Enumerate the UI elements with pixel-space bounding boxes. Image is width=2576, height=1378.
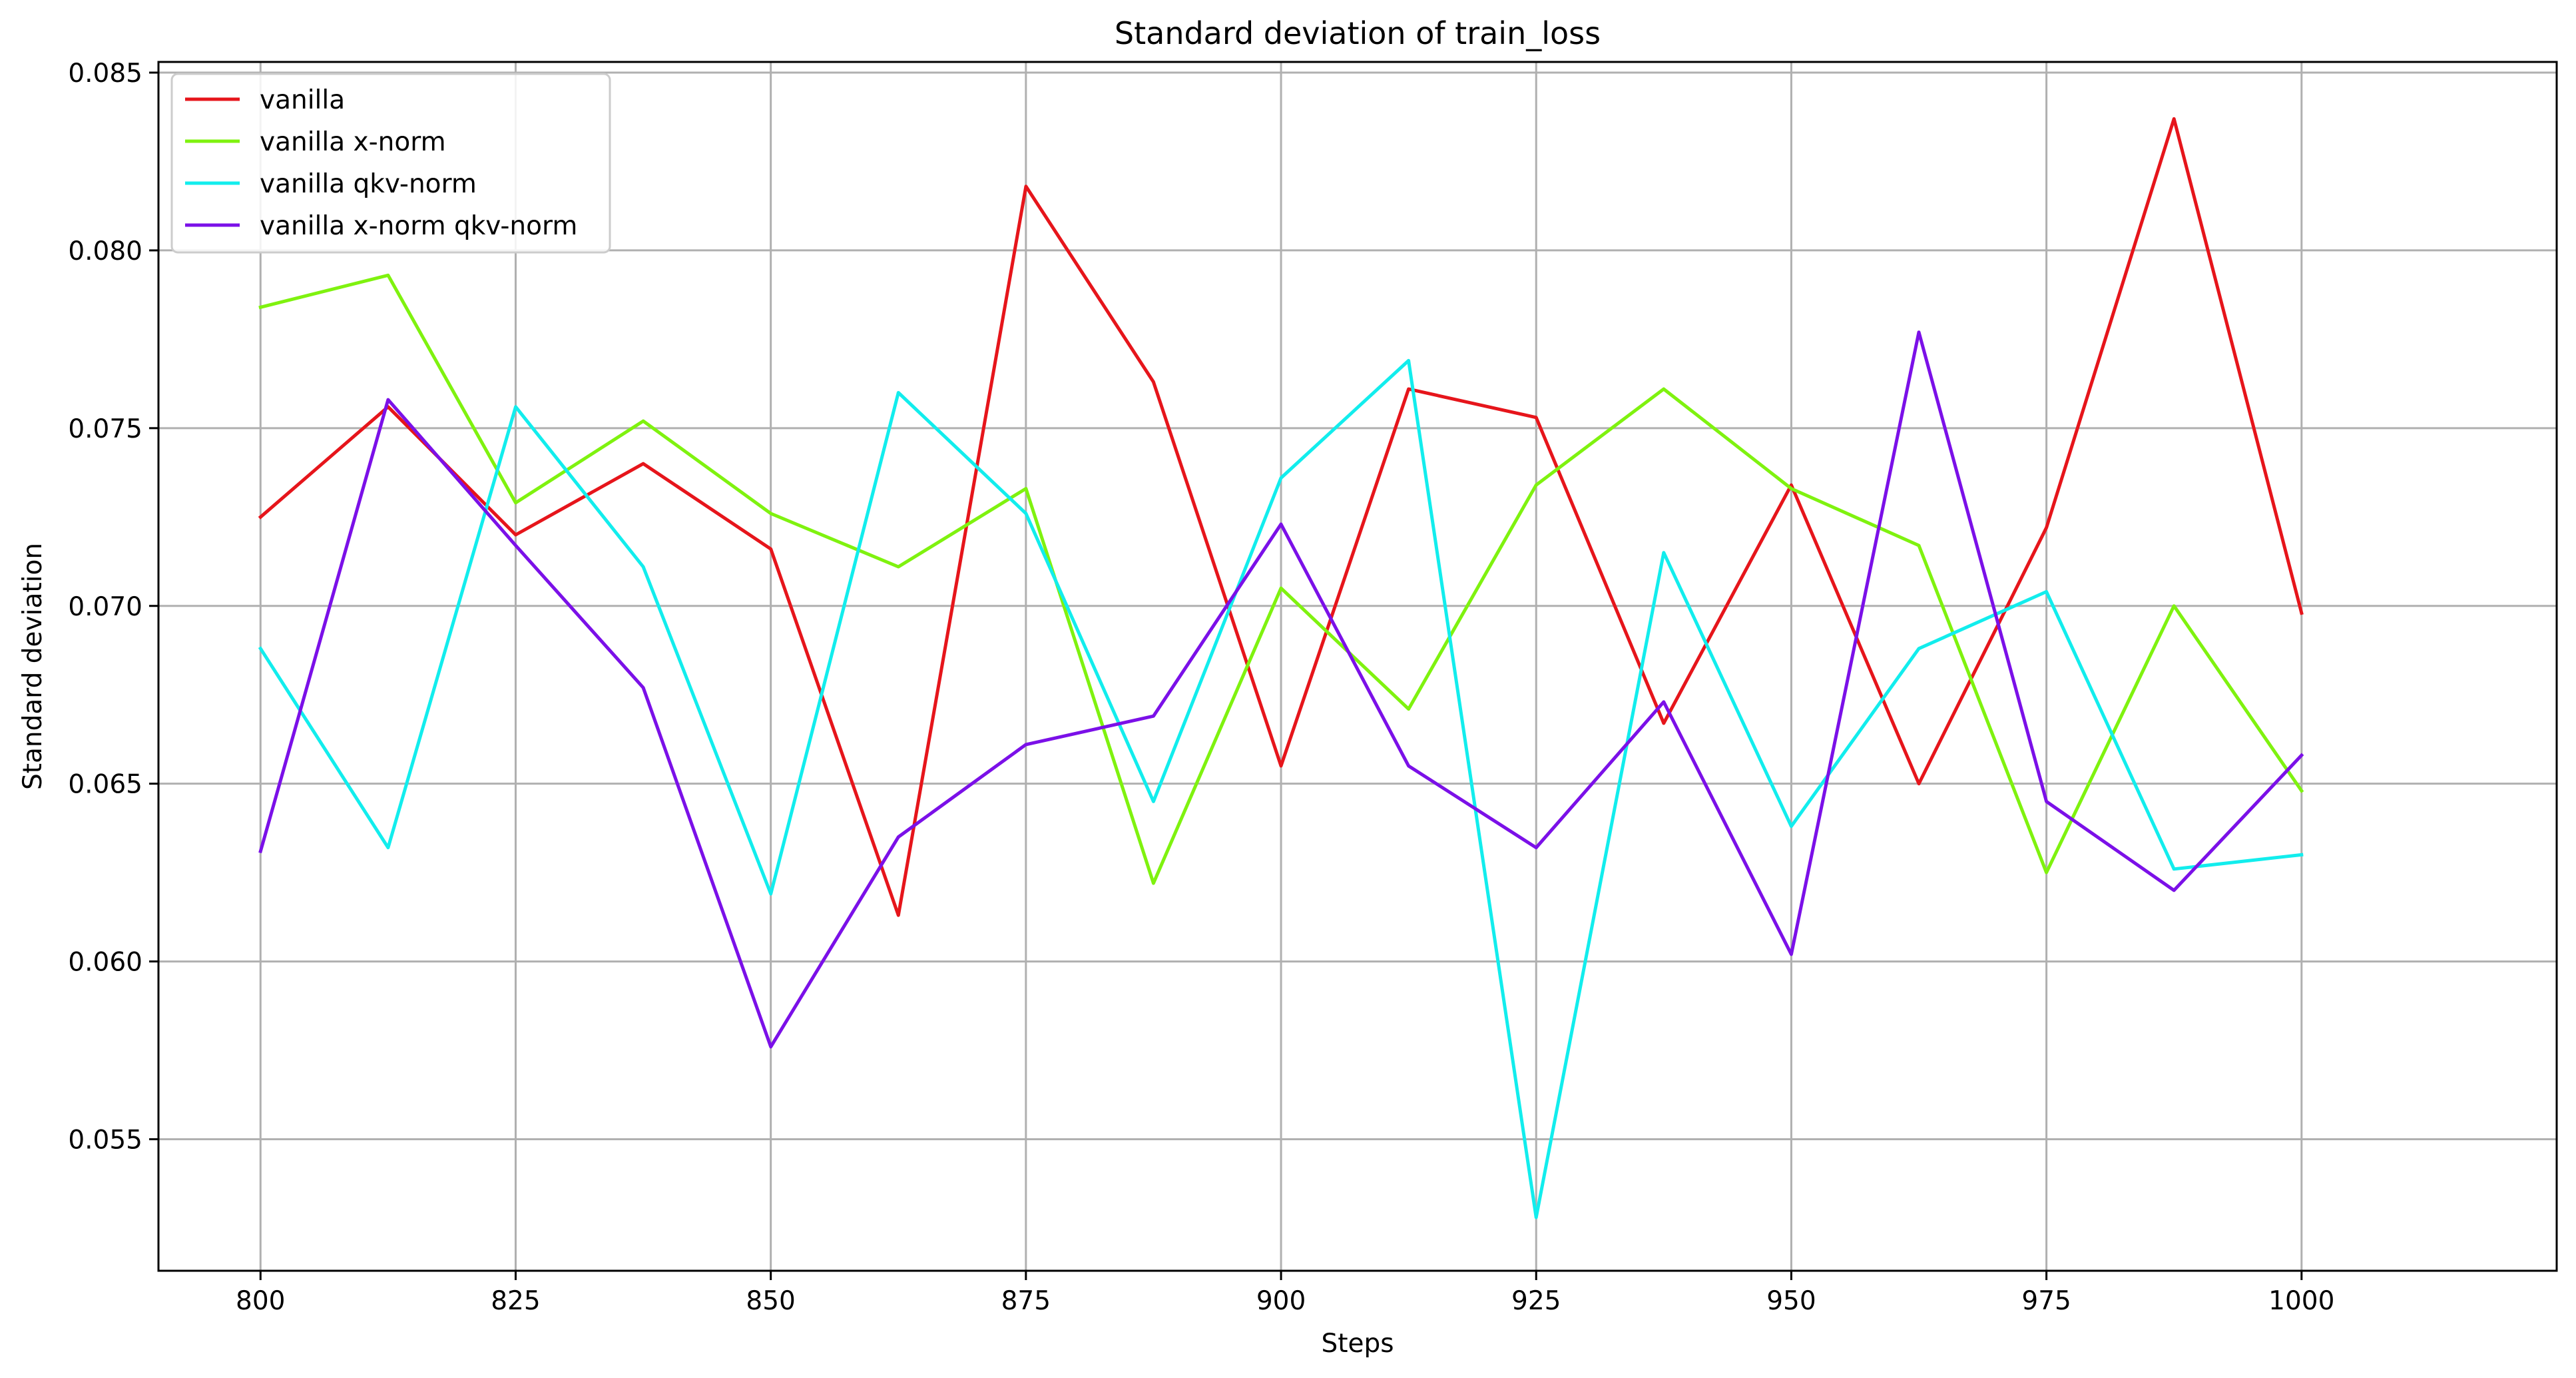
x-tick-label: 950: [1766, 1286, 1816, 1316]
series-line-vanilla-x-norm-qkv-norm: [258, 330, 2304, 1049]
legend-label: vanilla: [260, 85, 345, 115]
series-line-vanilla-qkv-norm: [258, 358, 2304, 1219]
y-tick-label: 0.080: [68, 236, 142, 266]
x-tick-label: 1000: [2268, 1286, 2334, 1316]
legend: vanilla vanilla x-norm vanilla qkv-norm van…: [170, 73, 611, 254]
plot-frame: [157, 61, 2558, 1272]
x-tick-label: 875: [1001, 1286, 1051, 1316]
y-tick-label: 0.075: [68, 414, 142, 444]
y-tick-label: 0.070: [68, 592, 142, 622]
series-line-vanilla-x-norm: [258, 273, 2304, 885]
x-tick-label: 900: [1256, 1286, 1306, 1316]
x-tick-label: 975: [2021, 1286, 2071, 1316]
x-tick-label: 825: [491, 1286, 540, 1316]
legend-label: vanilla x-norm qkv-norm: [260, 211, 577, 241]
legend-label: vanilla x-norm: [260, 127, 446, 157]
x-axis-label: Steps: [1321, 1329, 1394, 1359]
y-tick-label: 0.060: [68, 948, 142, 978]
y-axis-label: Standard deviation: [18, 543, 48, 790]
series-line-vanilla: [258, 117, 2304, 917]
chart-title: Standard deviation of train_loss: [1115, 15, 1601, 51]
axis-ticks: 800 825 850 875 900 925 950 975 1000 0.055 0.060 0.…: [68, 59, 2334, 1316]
x-tick-label: 800: [236, 1286, 285, 1316]
x-tick-label: 925: [1511, 1286, 1561, 1316]
legend-label: vanilla qkv-norm: [260, 169, 477, 199]
y-tick-label: 0.065: [68, 770, 142, 800]
grid-lines: [158, 62, 2557, 1271]
y-tick-label: 0.085: [68, 59, 142, 89]
legend-box: [170, 73, 611, 254]
x-tick-label: 850: [746, 1286, 795, 1316]
series-lines: [258, 117, 2304, 1219]
y-tick-label: 0.055: [68, 1125, 142, 1155]
